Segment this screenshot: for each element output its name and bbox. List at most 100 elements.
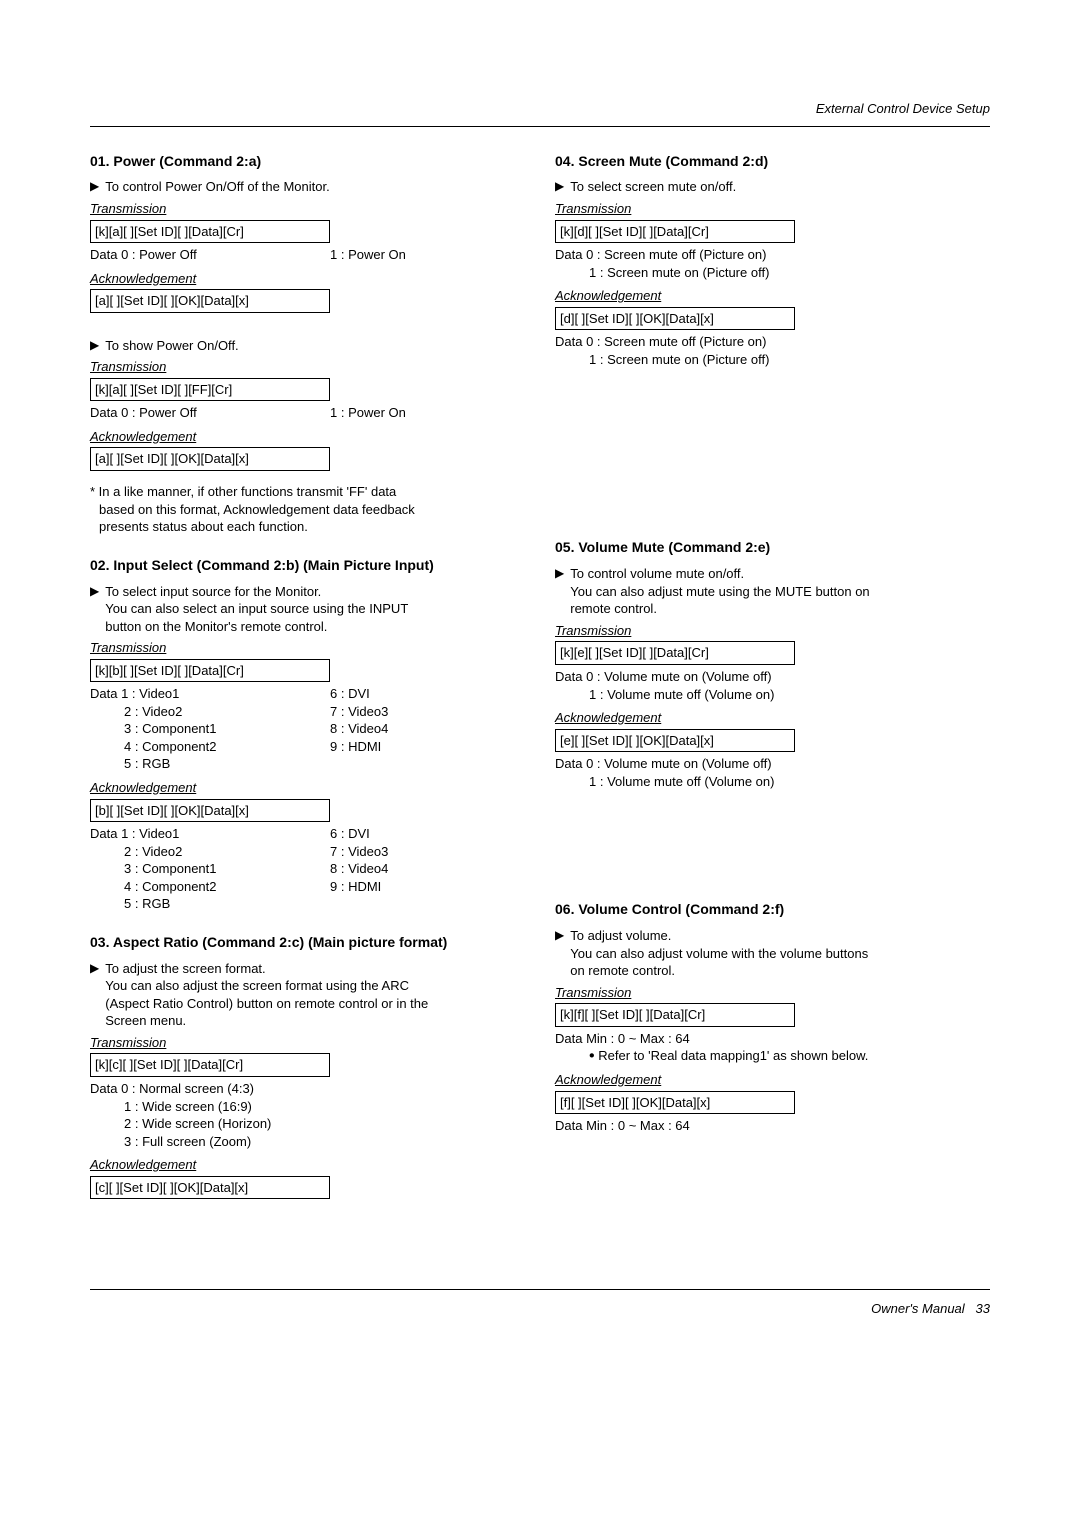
cmd-box: [f][ ][Set ID][ ][OK][Data][x] (555, 1091, 795, 1115)
page-header: External Control Device Setup (90, 100, 990, 118)
desc-line: You can also adjust volume with the volu… (570, 946, 868, 961)
data-text: 3 : Component1 (90, 720, 330, 738)
footer-text: Owner's Manual (871, 1301, 965, 1316)
desc-line: remote control. (570, 601, 657, 616)
cmd-box: [d][ ][Set ID][ ][OK][Data][x] (555, 307, 795, 331)
desc-line: on remote control. (570, 963, 675, 978)
cmd-box: [k][d][ ][Set ID][ ][Data][Cr] (555, 220, 795, 244)
note-line: presents status about each function. (90, 518, 525, 536)
transmission-label: Transmission (90, 358, 525, 376)
section-04-desc: To select screen mute on/off. (570, 178, 736, 196)
cmd-box: [k][c][ ][Set ID][ ][Data][Cr] (90, 1053, 330, 1077)
section-01-desc1: To control Power On/Off of the Monitor. (105, 178, 329, 196)
data-text: 1 : Wide screen (16:9) (90, 1098, 525, 1116)
data-text: 4 : Component2 (90, 878, 330, 896)
cmd-box: [a][ ][Set ID][ ][OK][Data][x] (90, 289, 330, 313)
section-02-desc: To select input source for the Monitor. … (105, 583, 408, 636)
footer-rule (90, 1289, 990, 1290)
cmd-box: [a][ ][Set ID][ ][OK][Data][x] (90, 447, 330, 471)
desc-line: To select input source for the Monitor. (105, 584, 321, 599)
data-text: 3 : Component1 (90, 860, 330, 878)
data-text: 6 : DVI (330, 825, 525, 843)
cmd-box: [k][e][ ][Set ID][ ][Data][Cr] (555, 641, 795, 665)
data-text: 1 : Power On (330, 246, 525, 264)
section-06-title: 06. Volume Control (Command 2:f) (555, 900, 990, 919)
section-05-title: 05. Volume Mute (Command 2:e) (555, 538, 990, 557)
data-text: Data 0 : Power Off (90, 404, 330, 422)
data-text: Data 0 : Volume mute on (Volume off) (555, 755, 990, 773)
data-text: Data 0 : Power Off (90, 246, 330, 264)
data-text: Data Min : 0 ~ Max : 64 (555, 1030, 990, 1048)
acknowledgement-label: Acknowledgement (555, 1071, 990, 1089)
data-text: 1 : Volume mute off (Volume on) (555, 686, 990, 704)
desc-line: button on the Monitor's remote control. (105, 619, 327, 634)
data-text: Data 0 : Screen mute off (Picture on) (555, 333, 990, 351)
desc-line: To adjust the screen format. (105, 961, 265, 976)
right-column: 04. Screen Mute (Command 2:d) ▶ To selec… (555, 152, 990, 1220)
desc-line: To adjust volume. (570, 928, 671, 943)
data-text: 9 : HDMI (330, 738, 525, 756)
section-06-desc: To adjust volume. You can also adjust vo… (570, 927, 868, 980)
data-text: 9 : HDMI (330, 878, 525, 896)
acknowledgement-label: Acknowledgement (90, 270, 525, 288)
desc-line: You can also adjust the screen format us… (105, 978, 409, 993)
acknowledgement-label: Acknowledgement (555, 287, 990, 305)
transmission-label: Transmission (90, 639, 525, 657)
data-text: 7 : Video3 (330, 843, 525, 861)
data-text: 1 : Screen mute on (Picture off) (555, 264, 990, 282)
data-text: Data 0 : Volume mute on (Volume off) (555, 668, 990, 686)
desc-line: To control volume mute on/off. (570, 566, 744, 581)
acknowledgement-label: Acknowledgement (90, 1156, 525, 1174)
arrow-icon: ▶ (555, 178, 564, 194)
section-01-title: 01. Power (Command 2:a) (90, 152, 525, 171)
bullet-icon: • (589, 1048, 595, 1065)
footer-page: 33 (976, 1301, 990, 1316)
transmission-label: Transmission (555, 984, 990, 1002)
data-text: 1 : Screen mute on (Picture off) (555, 351, 990, 369)
section-04: 04. Screen Mute (Command 2:d) ▶ To selec… (555, 152, 990, 369)
arrow-icon: ▶ (555, 565, 564, 581)
arrow-icon: ▶ (90, 960, 99, 976)
section-01-note: * In a like manner, if other functions t… (90, 483, 525, 536)
cmd-box: [k][a][ ][Set ID][ ][Data][Cr] (90, 220, 330, 244)
cmd-box: [k][a][ ][Set ID][ ][FF][Cr] (90, 378, 330, 402)
desc-line: Screen menu. (105, 1013, 186, 1028)
cmd-box: [k][b][ ][Set ID][ ][Data][Cr] (90, 659, 330, 683)
arrow-icon: ▶ (90, 337, 99, 353)
section-04-title: 04. Screen Mute (Command 2:d) (555, 152, 990, 171)
section-06: 06. Volume Control (Command 2:f) ▶ To ad… (555, 900, 990, 1134)
arrow-icon: ▶ (90, 583, 99, 599)
transmission-label: Transmission (90, 1034, 525, 1052)
data-text: 7 : Video3 (330, 703, 525, 721)
data-text: 5 : RGB (90, 755, 330, 773)
data-text: Data 0 : Screen mute off (Picture on) (555, 246, 990, 264)
desc-line: (Aspect Ratio Control) button on remote … (105, 996, 428, 1011)
data-text: 8 : Video4 (330, 860, 525, 878)
section-02: 02. Input Select (Command 2:b) (Main Pic… (90, 556, 525, 913)
section-05: 05. Volume Mute (Command 2:e) ▶ To contr… (555, 538, 990, 790)
arrow-icon: ▶ (90, 178, 99, 194)
section-01-desc2: To show Power On/Off. (105, 337, 238, 355)
cmd-box: [k][f][ ][Set ID][ ][Data][Cr] (555, 1003, 795, 1027)
data-text: 2 : Wide screen (Horizon) (90, 1115, 525, 1133)
data-text: Data 1 : Video1 (90, 825, 330, 843)
content-columns: 01. Power (Command 2:a) ▶ To control Pow… (90, 152, 990, 1220)
data-text: 4 : Component2 (90, 738, 330, 756)
transmission-label: Transmission (555, 200, 990, 218)
note-line: * In a like manner, if other functions t… (90, 483, 525, 501)
left-column: 01. Power (Command 2:a) ▶ To control Pow… (90, 152, 525, 1220)
arrow-icon: ▶ (555, 927, 564, 943)
cmd-box: [b][ ][Set ID][ ][OK][Data][x] (90, 799, 330, 823)
desc-line: You can also adjust mute using the MUTE … (570, 584, 869, 599)
acknowledgement-label: Acknowledgement (555, 709, 990, 727)
cmd-box: [e][ ][Set ID][ ][OK][Data][x] (555, 729, 795, 753)
data-text: Data Min : 0 ~ Max : 64 (555, 1117, 990, 1135)
section-03: 03. Aspect Ratio (Command 2:c) (Main pic… (90, 933, 525, 1199)
transmission-label: Transmission (555, 622, 990, 640)
transmission-label: Transmission (90, 200, 525, 218)
data-text: 8 : Video4 (330, 720, 525, 738)
data-text: 1 : Volume mute off (Volume on) (555, 773, 990, 791)
section-02-title: 02. Input Select (Command 2:b) (Main Pic… (90, 556, 525, 575)
acknowledgement-label: Acknowledgement (90, 779, 525, 797)
desc-line: You can also select an input source usin… (105, 601, 408, 616)
